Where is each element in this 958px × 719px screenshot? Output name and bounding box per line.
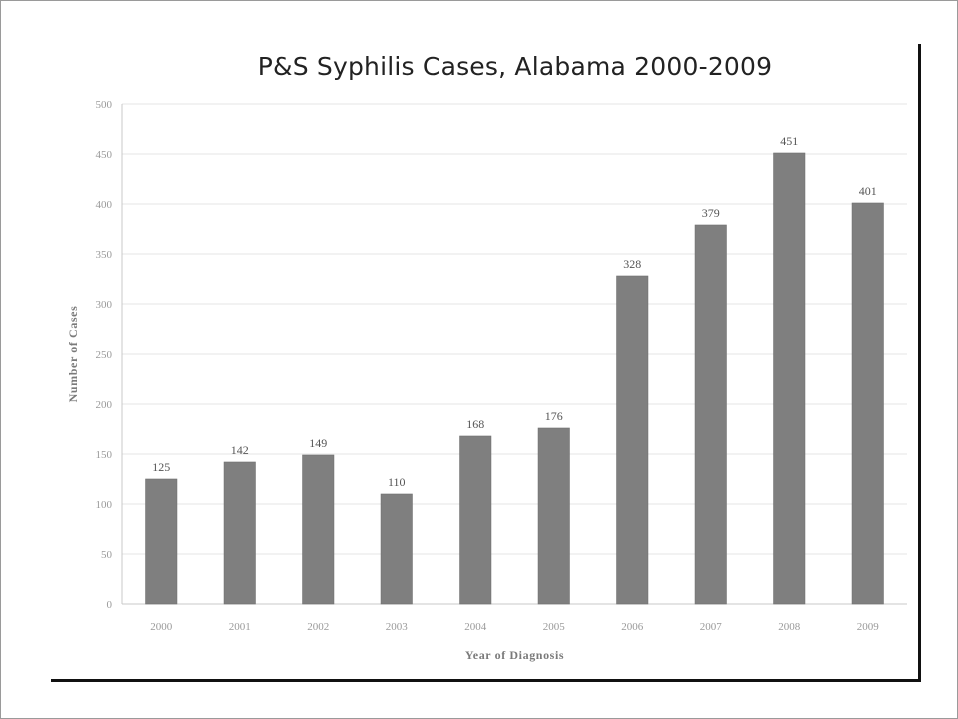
bar xyxy=(694,224,727,605)
data-label: 149 xyxy=(309,436,327,450)
x-tick-label: 2005 xyxy=(543,621,566,633)
data-label: 110 xyxy=(388,475,406,489)
y-tick-label: 200 xyxy=(96,399,113,411)
y-tick-label: 500 xyxy=(96,99,113,111)
x-tick-label: 2006 xyxy=(621,621,644,633)
y-tick-label: 250 xyxy=(96,349,113,361)
x-tick-label: 2001 xyxy=(229,621,251,633)
y-tick-label: 400 xyxy=(96,199,113,211)
y-tick-label: 50 xyxy=(101,549,113,561)
x-axis-title: Year of Diagnosis xyxy=(465,648,564,662)
x-tick-label: 2008 xyxy=(778,621,801,633)
bar xyxy=(616,275,649,605)
chart-title: P&S Syphilis Cases, Alabama 2000-2009 xyxy=(257,52,773,81)
x-tick-label: 2002 xyxy=(307,621,329,633)
bar xyxy=(380,493,413,605)
data-label: 328 xyxy=(623,257,641,271)
data-label: 176 xyxy=(545,409,563,423)
data-label: 379 xyxy=(702,206,720,220)
data-label: 451 xyxy=(780,134,798,148)
bar xyxy=(223,461,256,605)
data-label: 401 xyxy=(859,184,877,198)
frame-right-border xyxy=(918,44,921,681)
y-tick-label: 100 xyxy=(96,499,113,511)
bar xyxy=(537,427,570,605)
y-tick-label: 0 xyxy=(107,599,113,611)
bar xyxy=(145,478,178,605)
x-tick-label: 2009 xyxy=(857,621,880,633)
x-tick-label: 2003 xyxy=(386,621,409,633)
y-axis-title: Number of Cases xyxy=(66,306,80,403)
data-label: 142 xyxy=(231,443,249,457)
y-tick-label: 150 xyxy=(96,449,113,461)
bar xyxy=(302,454,335,605)
x-tick-label: 2000 xyxy=(150,621,173,633)
bar xyxy=(851,202,884,605)
bar xyxy=(773,152,806,605)
y-tick-label: 450 xyxy=(96,149,113,161)
x-tick-label: 2007 xyxy=(700,621,723,633)
y-tick-label: 350 xyxy=(96,249,113,261)
bar xyxy=(459,435,492,605)
y-tick-label: 300 xyxy=(96,299,113,311)
data-label: 168 xyxy=(466,417,484,431)
data-label: 125 xyxy=(152,460,170,474)
x-tick-label: 2004 xyxy=(464,621,487,633)
frame-bottom-border xyxy=(51,679,921,682)
